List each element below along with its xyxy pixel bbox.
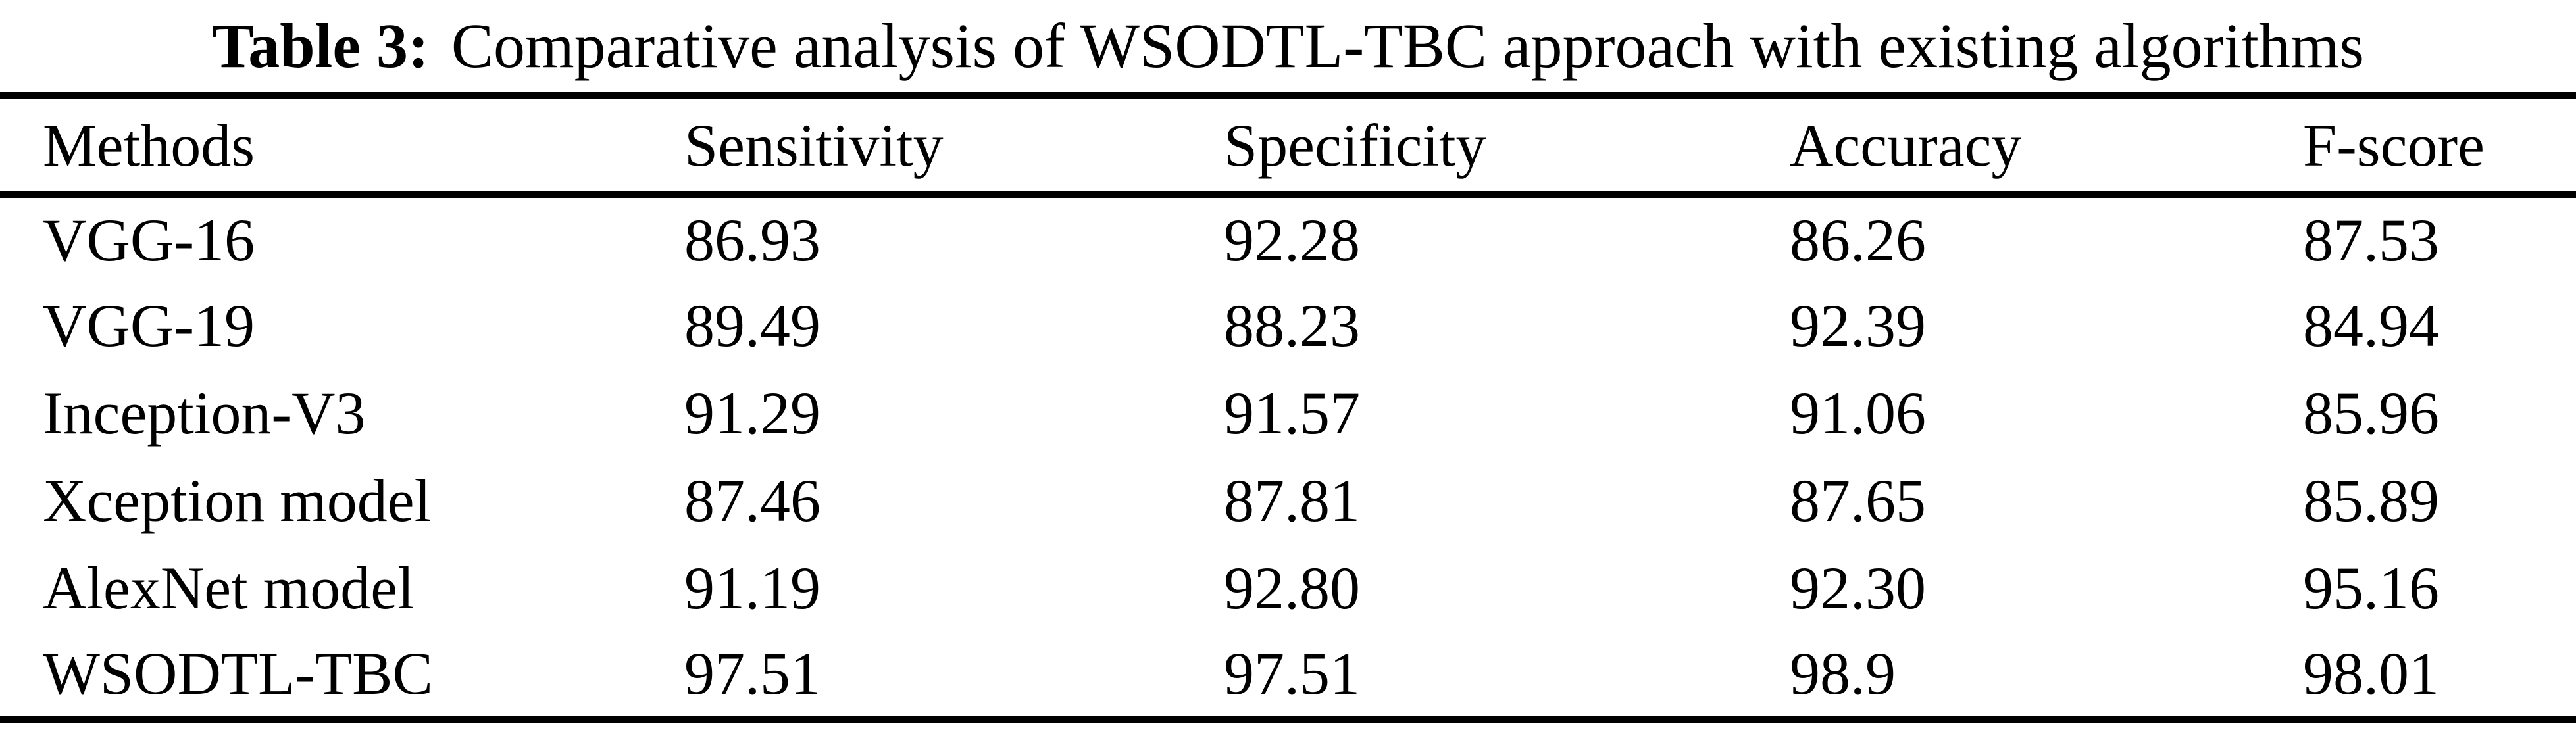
fscore-cell: 84.94 xyxy=(2303,292,2439,359)
accuracy-cell: 91.06 xyxy=(1790,379,1926,447)
table-row: WSODTL-TBC 97.51 97.51 98.9 98.01 xyxy=(0,632,2576,719)
column-header-specificity: Specificity xyxy=(1224,111,1486,179)
column-header-methods: Methods xyxy=(43,111,255,179)
table-row: VGG-19 89.49 88.23 92.39 84.94 xyxy=(0,282,2576,370)
sensitivity-cell: 91.29 xyxy=(684,379,821,447)
specificity-cell: 97.51 xyxy=(1224,640,1360,707)
accuracy-cell: 92.30 xyxy=(1790,554,1926,621)
accuracy-cell: 92.39 xyxy=(1790,292,1926,359)
column-header-fscore: F-score xyxy=(2303,111,2485,179)
method-cell: AlexNet model xyxy=(43,554,415,621)
fscore-cell: 85.96 xyxy=(2303,379,2439,447)
specificity-cell: 91.57 xyxy=(1224,379,1360,447)
method-cell: VGG-19 xyxy=(43,292,255,359)
specificity-cell: 88.23 xyxy=(1224,292,1360,359)
fscore-cell: 85.89 xyxy=(2303,467,2439,534)
specificity-cell: 92.80 xyxy=(1224,554,1360,621)
method-cell: Inception-V3 xyxy=(43,379,366,447)
fscore-cell: 98.01 xyxy=(2303,640,2439,707)
accuracy-cell: 98.9 xyxy=(1790,640,1896,707)
fscore-cell: 95.16 xyxy=(2303,554,2439,621)
method-cell: Xception model xyxy=(43,467,432,534)
sensitivity-cell: 86.93 xyxy=(684,206,821,274)
table-caption-label: Table 3: xyxy=(212,11,429,81)
fscore-cell: 87.53 xyxy=(2303,206,2439,274)
table-row: Xception model 87.46 87.81 87.65 85.89 xyxy=(0,457,2576,545)
sensitivity-cell: 97.51 xyxy=(684,640,821,707)
method-cell: WSODTL-TBC xyxy=(43,640,433,707)
table-row: Inception-V3 91.29 91.57 91.06 85.96 xyxy=(0,370,2576,457)
accuracy-cell: 86.26 xyxy=(1790,206,1926,274)
header-row: Methods Sensitivity Specificity Accuracy… xyxy=(0,96,2576,195)
accuracy-cell: 87.65 xyxy=(1790,467,1926,534)
results-table: Methods Sensitivity Specificity Accuracy… xyxy=(0,92,2576,723)
specificity-cell: 87.81 xyxy=(1224,467,1360,534)
table-caption: Table 3: Comparative analysis of WSODTL-… xyxy=(0,0,2576,92)
sensitivity-cell: 89.49 xyxy=(684,292,821,359)
sensitivity-cell: 91.19 xyxy=(684,554,821,621)
sensitivity-cell: 87.46 xyxy=(684,467,821,534)
method-cell: VGG-16 xyxy=(43,206,255,274)
column-header-accuracy: Accuracy xyxy=(1790,111,2022,179)
table-body: VGG-16 86.93 92.28 86.26 87.53 VGG-19 89… xyxy=(0,195,2576,719)
specificity-cell: 92.28 xyxy=(1224,206,1360,274)
column-header-sensitivity: Sensitivity xyxy=(684,111,944,179)
table-row: AlexNet model 91.19 92.80 92.30 95.16 xyxy=(0,545,2576,632)
table-row: VGG-16 86.93 92.28 86.26 87.53 xyxy=(0,195,2576,282)
table-header: Methods Sensitivity Specificity Accuracy… xyxy=(0,96,2576,195)
table-caption-text: Comparative analysis of WSODTL-TBC appro… xyxy=(451,11,2364,81)
